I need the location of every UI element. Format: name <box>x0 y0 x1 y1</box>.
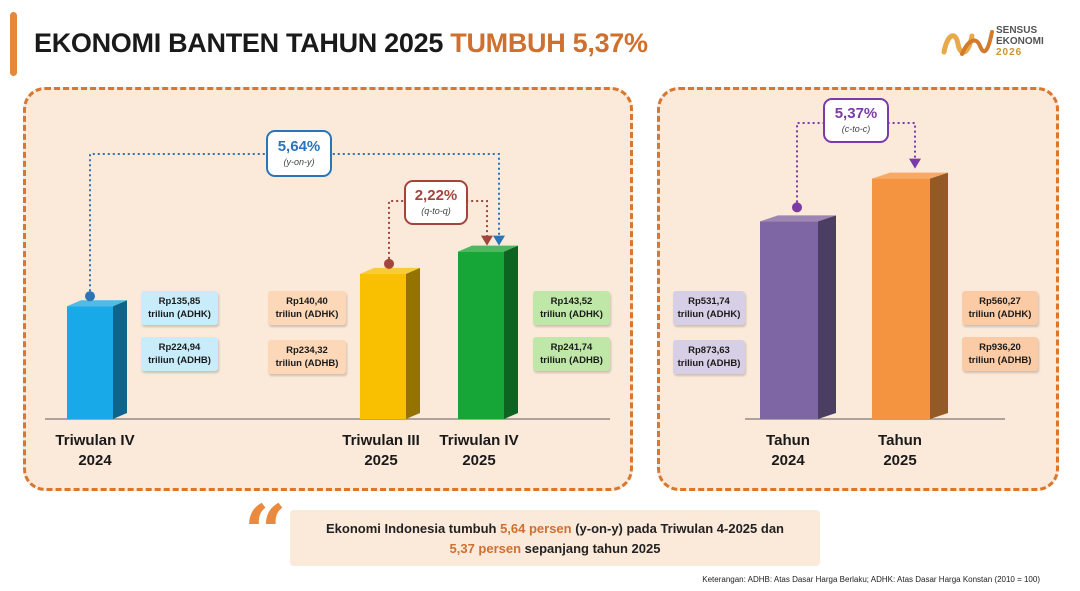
x-label-line1: Tahun <box>878 432 922 449</box>
annual-chart-panel <box>657 87 1059 491</box>
annual-bar-0-side <box>818 215 836 419</box>
annual-bar-1 <box>872 178 930 419</box>
unit-text: triliun (ADHB) <box>275 358 339 369</box>
x-label-line2: 2025 <box>883 452 917 469</box>
bar-label-2024-adhk: Rp531,74 triliun (ADHK) <box>673 291 745 325</box>
x-label-line2: 2024 <box>78 452 112 469</box>
x-label-line1: Triwulan III <box>342 432 420 449</box>
x-label-line2: 2024 <box>771 452 805 469</box>
ctc-label: (c-to-c) <box>841 124 871 134</box>
sensus-ekonomi-logo-icon <box>941 30 994 56</box>
value-text: Rp241,74 <box>550 342 593 353</box>
bar-0-top <box>67 300 127 307</box>
unit-text: triliun (ADHB) <box>148 355 211 366</box>
summary-text-1: Ekonomi Indonesia tumbuh <box>326 521 501 536</box>
qtq-arrow <box>481 235 493 246</box>
bar-2-side <box>504 245 518 419</box>
logo-line2: EKONOMI <box>996 36 1044 47</box>
value-text: Rp224,94 <box>158 342 201 353</box>
unit-text: triliun (ADHK) <box>275 309 339 320</box>
bar-label-2025-adhb: Rp936,20 triliun (ADHB) <box>962 337 1038 371</box>
summary-text-2: (y-on-y) pada Triwulan 4-2025 dan <box>571 521 784 536</box>
value-text: Rp140,40 <box>286 296 328 307</box>
summary-text-3: sepanjang tahun 2025 <box>521 541 661 556</box>
summary-box: Ekonomi Indonesia tumbuh 5,64 persen (y-… <box>290 510 820 566</box>
x-label-2025: Tahun 2025 <box>845 431 955 471</box>
annual-bar-0 <box>760 221 818 419</box>
annual-bar-1-side <box>930 172 948 419</box>
x-label-line2: 2025 <box>364 452 398 469</box>
bar-1 <box>360 273 406 419</box>
bar-2-top <box>458 245 518 252</box>
quarterly-chart-panel <box>23 87 633 491</box>
value-text: Rp936,20 <box>979 342 1021 353</box>
unit-text: triliun (ADHB) <box>540 355 603 366</box>
bar-1-top <box>360 267 420 274</box>
value-text: Rp135,85 <box>158 296 201 307</box>
qtq-growth-callout: 2,22% (q-to-q) <box>404 180 468 225</box>
ctc-arrow <box>909 158 921 169</box>
x-label-line2: 2025 <box>462 452 496 469</box>
qtq-label: (q-to-q) <box>421 206 451 216</box>
yoy-start-dot <box>85 291 95 302</box>
bar-label-tw3-2025-adhk: Rp140,40 triliun (ADHK) <box>268 291 346 325</box>
annual-bar-1-top <box>872 172 948 179</box>
bar-label-2024-adhb: Rp873,63 triliun (ADHB) <box>673 340 745 374</box>
logo-line3: 2026 <box>996 47 1023 58</box>
ctc-start-dot <box>792 202 802 213</box>
x-label-tw4-2025: Triwulan IV 2025 <box>424 431 534 471</box>
unit-text: triliun (ADHB) <box>677 358 741 369</box>
bar-label-tw4-2025-adhk: Rp143,52 triliun (ADHK) <box>533 291 610 325</box>
x-label-2024: Tahun 2024 <box>733 431 843 471</box>
yoy-growth-callout: 5,64% (y-on-y) <box>266 130 332 177</box>
page-title: EKONOMI BANTEN TAHUN 2025 TUMBUH 5,37% <box>34 28 648 59</box>
bar-0 <box>67 306 113 419</box>
title-main: EKONOMI BANTEN TAHUN 2025 <box>34 28 444 58</box>
title-accent-bar <box>10 12 17 76</box>
x-label-line1: Triwulan IV <box>55 432 135 449</box>
x-label-tw3-2025: Triwulan III 2025 <box>326 431 436 471</box>
unit-text: triliun (ADHK) <box>540 309 603 320</box>
yoy-label: (y-on-y) <box>283 157 315 167</box>
qtq-value: 2,22% <box>414 187 458 204</box>
value-text: Rp873,63 <box>688 345 730 356</box>
title-highlight: TUMBUH 5,37% <box>450 28 648 58</box>
unit-text: triliun (ADHK) <box>677 309 741 320</box>
ctc-growth-callout: 5,37% (c-to-c) <box>823 98 889 143</box>
bar-label-2025-adhk: Rp560,27 triliun (ADHK) <box>962 291 1038 325</box>
value-text: Rp234,32 <box>286 345 328 356</box>
bar-label-tw4-2024-adhb: Rp224,94 triliun (ADHB) <box>141 337 218 371</box>
summary-highlight-2: 5,37 persen <box>449 541 522 556</box>
bar-2 <box>458 251 504 419</box>
bar-label-tw3-2025-adhb: Rp234,32 triliun (ADHB) <box>268 340 346 374</box>
bar-0-side <box>113 300 127 419</box>
x-label-line1: Tahun <box>766 432 810 449</box>
value-text: Rp560,27 <box>979 296 1021 307</box>
quote-icon: “ <box>244 490 287 576</box>
value-text: Rp143,52 <box>550 296 593 307</box>
bar-label-tw4-2025-adhb: Rp241,74 triliun (ADHB) <box>533 337 610 371</box>
unit-text: triliun (ADHK) <box>968 309 1032 320</box>
logo-line1: SENSUS <box>996 25 1038 36</box>
annual-bar-0-top <box>760 215 836 222</box>
unit-text: triliun (ADHB) <box>968 355 1032 366</box>
unit-text: triliun (ADHK) <box>148 309 211 320</box>
qtq-start-dot <box>384 258 394 269</box>
x-label-tw4-2024: Triwulan IV 2024 <box>40 431 150 471</box>
bar-1-side <box>406 267 420 419</box>
x-label-line1: Triwulan IV <box>439 432 519 449</box>
yoy-arrow <box>493 235 505 246</box>
value-text: Rp531,74 <box>688 296 730 307</box>
bar-label-tw4-2024-adhk: Rp135,85 triliun (ADHK) <box>141 291 218 325</box>
yoy-value: 5,64% <box>277 138 321 155</box>
ctc-value: 5,37% <box>834 105 878 122</box>
footnote: Keterangan: ADHB: Atas Dasar Harga Berla… <box>702 575 1040 584</box>
logo-text: SENSUS EKONOMI 2026 <box>996 25 1044 58</box>
summary-highlight-1: 5,64 persen <box>500 521 572 536</box>
